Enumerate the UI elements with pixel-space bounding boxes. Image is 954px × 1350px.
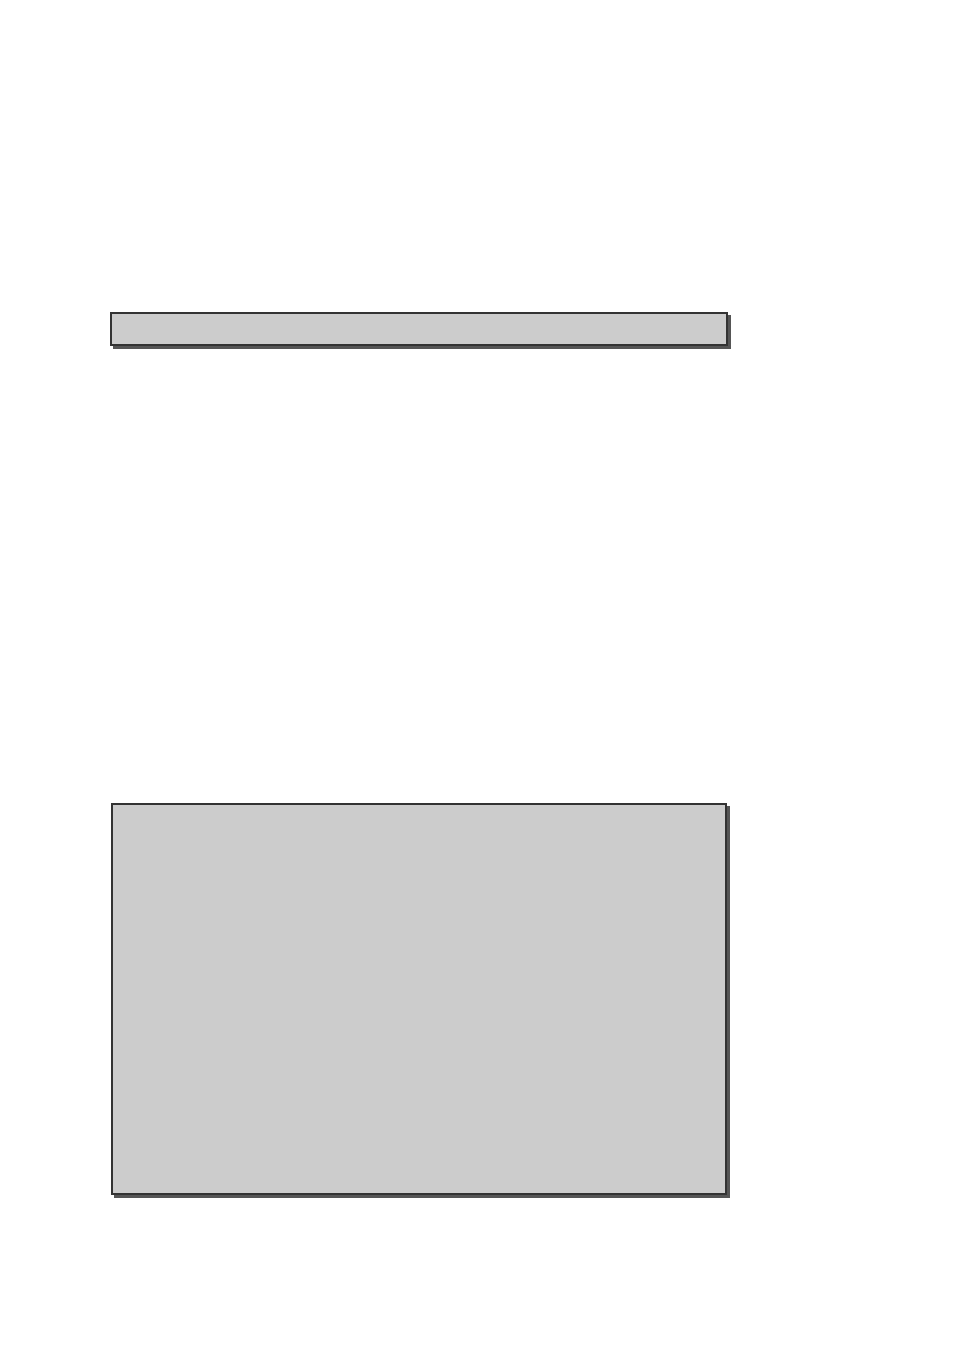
panel-block-bottom-shadow-right [727,806,730,1198]
panel-bar-top-shadow-right [728,315,731,349]
panel-bar-top-shadow-bottom [113,346,731,349]
panel-block-bottom-shadow-bottom [114,1195,730,1198]
document-page [0,0,954,1350]
panel-block-bottom [111,803,730,1198]
panel-bar-top-border [110,312,728,346]
panel-bar-top [110,312,731,349]
panel-block-bottom-border [111,803,727,1195]
